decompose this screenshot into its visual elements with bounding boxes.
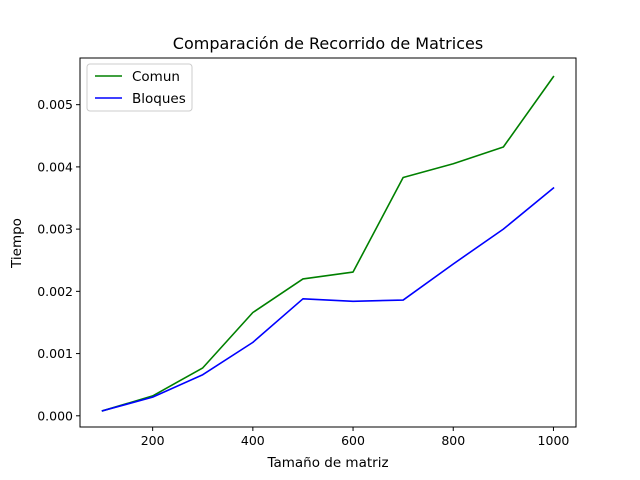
y-tick-label: 0.005 [37,97,73,112]
series-layer [101,75,555,412]
legend-label-bloques: Bloques [132,91,186,107]
y-tick-label: 0.004 [37,159,73,174]
series-line-comun [101,75,555,412]
x-tick-label: 800 [441,433,465,448]
legend-label-comun: Comun [132,69,180,85]
x-tick-label: 600 [341,433,365,448]
y-tick-label: 0.002 [37,284,73,299]
legend: Comun Bloques [86,63,193,112]
x-tick-label: 200 [141,433,165,448]
y-axis-label: Tiempo [9,218,25,269]
y-axis-ticks: 0.000 0.001 0.002 0.003 0.004 0.005 [37,97,80,423]
y-tick-label: 0.000 [37,408,73,423]
plot-area [80,58,576,427]
chart-title: Comparación de Recorrido de Matrices [173,34,483,53]
y-tick-label: 0.001 [37,346,73,361]
series-line-bloques [101,186,555,412]
x-tick-label: 1000 [538,433,570,448]
x-axis-ticks: 200 400 600 800 1000 [141,427,570,448]
x-axis-label: Tamaño de matriz [266,455,388,471]
x-tick-label: 400 [241,433,265,448]
y-tick-label: 0.003 [37,222,73,237]
plot-frame [79,57,577,428]
